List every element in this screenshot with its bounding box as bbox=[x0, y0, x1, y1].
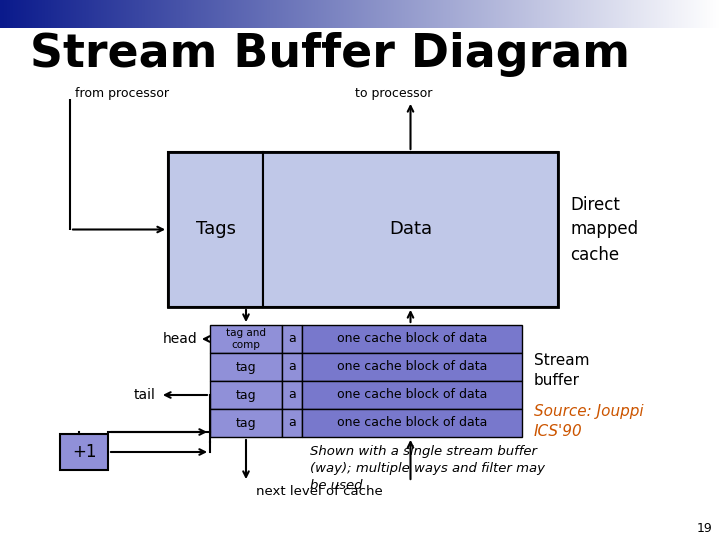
Bar bbox=[210, 409, 282, 437]
Bar bbox=[282, 353, 302, 381]
Bar bbox=[168, 152, 558, 307]
Text: Stream
buffer: Stream buffer bbox=[534, 353, 590, 388]
Bar bbox=[302, 353, 522, 381]
Text: a: a bbox=[288, 361, 296, 374]
Text: Stream Buffer Diagram: Stream Buffer Diagram bbox=[30, 32, 630, 77]
Bar bbox=[302, 409, 522, 437]
Bar bbox=[210, 381, 282, 409]
Text: one cache block of data: one cache block of data bbox=[337, 416, 487, 429]
Text: Data: Data bbox=[389, 220, 432, 239]
Text: tail: tail bbox=[133, 388, 155, 402]
Bar bbox=[60, 434, 108, 470]
Text: 19: 19 bbox=[696, 522, 712, 535]
Text: head: head bbox=[162, 332, 197, 346]
Text: next level of cache: next level of cache bbox=[256, 485, 383, 498]
Text: tag: tag bbox=[235, 361, 256, 374]
Text: +1: +1 bbox=[72, 443, 96, 461]
Text: tag and
comp: tag and comp bbox=[226, 328, 266, 350]
Text: Tags: Tags bbox=[196, 220, 235, 239]
Bar bbox=[282, 325, 302, 353]
Bar bbox=[210, 353, 282, 381]
Text: from processor: from processor bbox=[75, 87, 169, 100]
Text: to processor: to processor bbox=[355, 87, 433, 100]
Bar bbox=[210, 325, 282, 353]
Text: tag: tag bbox=[235, 416, 256, 429]
Bar bbox=[302, 325, 522, 353]
Text: one cache block of data: one cache block of data bbox=[337, 333, 487, 346]
Bar bbox=[168, 152, 263, 307]
Text: a: a bbox=[288, 416, 296, 429]
Text: Source: Jouppi
ICS'90: Source: Jouppi ICS'90 bbox=[534, 404, 644, 439]
Bar bbox=[263, 152, 558, 307]
Text: Direct
mapped
cache: Direct mapped cache bbox=[570, 195, 638, 264]
Text: one cache block of data: one cache block of data bbox=[337, 361, 487, 374]
Bar bbox=[282, 381, 302, 409]
Text: one cache block of data: one cache block of data bbox=[337, 388, 487, 402]
Text: a: a bbox=[288, 333, 296, 346]
Text: a: a bbox=[288, 388, 296, 402]
Bar bbox=[302, 381, 522, 409]
Text: Shown with a single stream buffer
(way); multiple ways and filter may
be used: Shown with a single stream buffer (way);… bbox=[310, 445, 545, 492]
Text: tag: tag bbox=[235, 388, 256, 402]
Bar bbox=[282, 409, 302, 437]
